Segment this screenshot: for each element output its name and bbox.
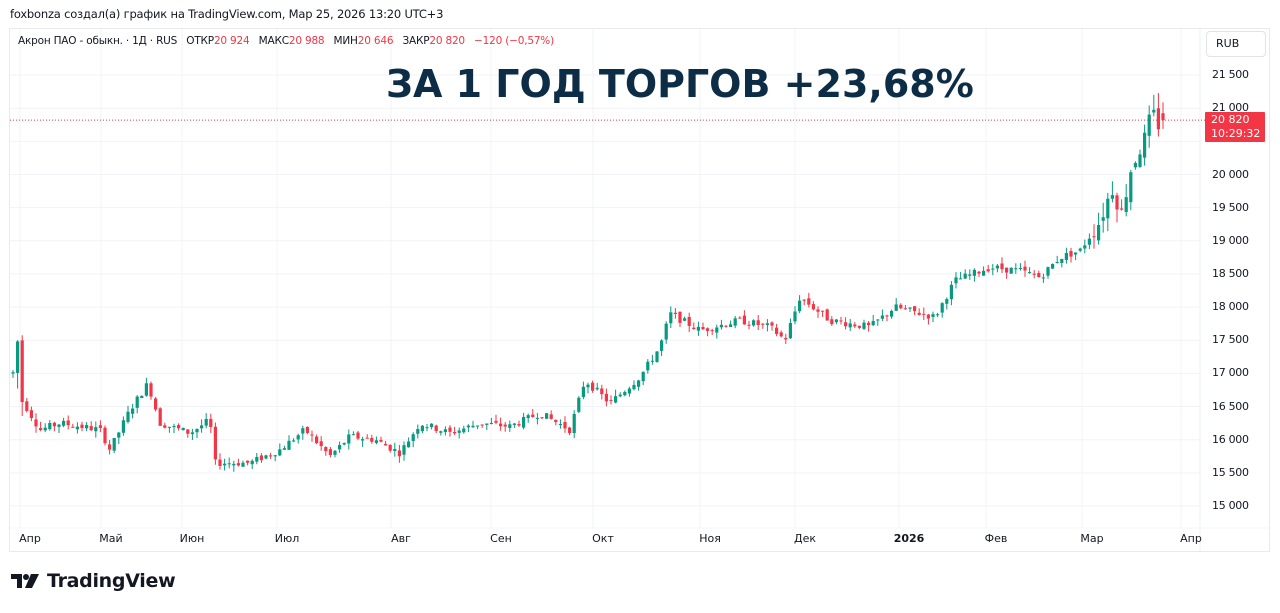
time-tick-label: Апр <box>1180 532 1202 545</box>
last-price: 20 820 <box>1211 113 1250 126</box>
close-value: 20 820 <box>429 35 465 47</box>
high-label: МАКС <box>258 35 289 47</box>
tradingview-logo[interactable]: TradingView <box>11 570 176 592</box>
time-tick-label: Сен <box>490 532 512 545</box>
open-label: ОТКР <box>186 35 214 47</box>
low-label: МИН <box>333 35 358 47</box>
change-value: −120 (−0,57%) <box>474 35 554 47</box>
price-tick-label: 18 500 <box>1212 266 1249 280</box>
headline-annotation: ЗА 1 ГОД ТОРГОВ +23,68% <box>386 62 974 106</box>
time-tick-label: Окт <box>592 532 614 545</box>
price-tick-label: 16 500 <box>1212 399 1249 413</box>
price-tick-label: 21 000 <box>1212 101 1249 115</box>
open-value: 20 924 <box>213 35 250 47</box>
close-label: ЗАКР <box>402 35 430 47</box>
time-tick-label: 2026 <box>893 532 925 545</box>
bar-countdown: 10:29:32 <box>1211 127 1261 140</box>
price-tick-label: 19 500 <box>1212 200 1249 214</box>
tradingview-logo-icon <box>11 574 39 588</box>
price-tick-label: 17 500 <box>1212 333 1249 347</box>
time-tick-label: Фев <box>984 532 1008 545</box>
low-value: 20 646 <box>357 35 394 47</box>
last-price-tag: 20 820 10:29:32 <box>1205 112 1265 142</box>
time-tick-label: Авг <box>391 532 411 545</box>
price-tick-label: 20 000 <box>1212 167 1249 181</box>
time-tick-label: Июл <box>274 532 300 545</box>
price-tick-label: 15 500 <box>1212 465 1249 479</box>
price-tick-label: 15 000 <box>1212 499 1249 512</box>
price-tick-label: 21 500 <box>1212 68 1249 82</box>
symbol-legend: Акрон ПАО - обыкн. · 1Д · RUS ОТКР20 924… <box>18 35 554 47</box>
time-tick-label: Ноя <box>699 532 721 545</box>
time-tick-label: Май <box>99 532 123 545</box>
logo-text: TradingView <box>47 570 176 592</box>
chart-credit: foxbonza создал(а) график на TradingView… <box>10 7 444 21</box>
price-tick-label: 17 000 <box>1212 366 1249 380</box>
time-tick-label: Апр <box>19 532 41 545</box>
price-tick-label: 16 000 <box>1212 432 1249 446</box>
price-tick-label: 18 000 <box>1212 300 1249 314</box>
time-tick-label: Мар <box>1080 532 1104 545</box>
time-tick-label: Дек <box>793 532 817 545</box>
currency-button[interactable]: RUB <box>1206 31 1266 57</box>
symbol-title[interactable]: Акрон ПАО - обыкн. · 1Д · RUS <box>18 35 178 47</box>
price-tick-label: 19 000 <box>1212 233 1249 247</box>
time-tick-label: Июн <box>179 532 205 545</box>
high-value: 20 988 <box>288 35 325 47</box>
